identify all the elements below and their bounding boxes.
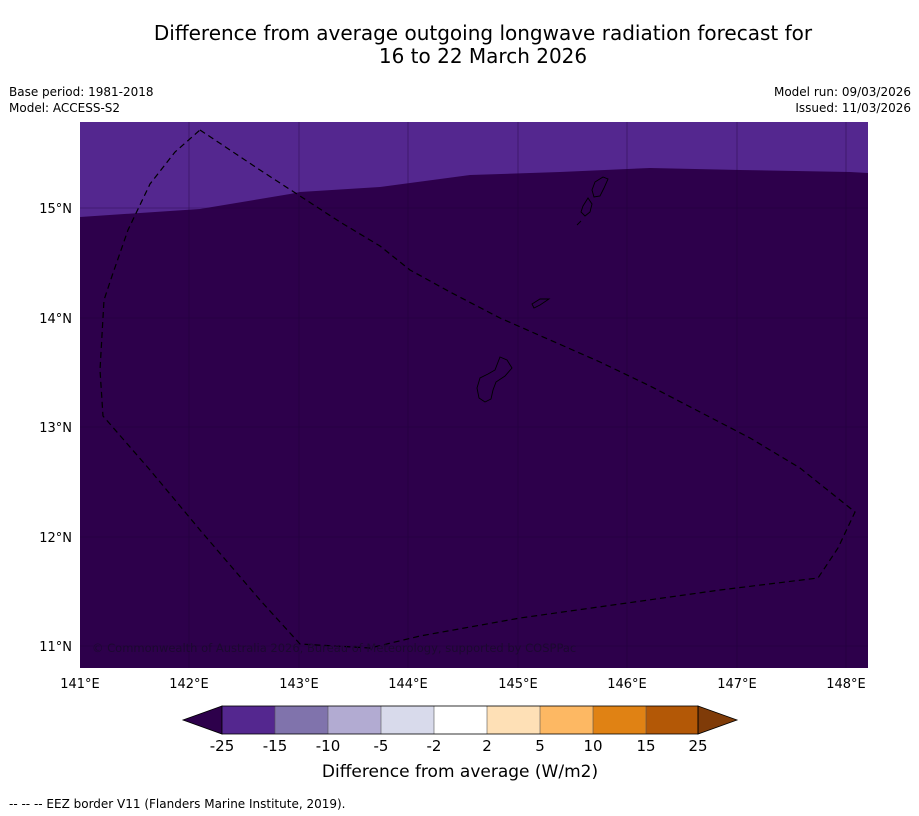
colorbar-tick: -5 (374, 737, 389, 755)
colorbar-tick: -2 (427, 737, 442, 755)
lat-label-11n: 11°N (39, 640, 72, 655)
colorbar-tick: 5 (535, 737, 545, 755)
colorbar-segment-2 (275, 706, 328, 734)
colorbar-tick: 25 (688, 737, 707, 755)
island-rota (531, 298, 551, 309)
colorbar-segment-6 (487, 706, 540, 734)
colorbar-label: Difference from average (W/m2) (321, 762, 599, 782)
model-run: Model run: 09/03/2026 (773, 85, 911, 99)
colorbar-tick: 15 (636, 737, 655, 755)
meta-right: Model run: 09/03/2026 Issued: 11/03/2026 (774, 84, 911, 116)
lon-label-141e: 141°E (60, 677, 100, 692)
colorbar-segment-1 (222, 706, 275, 734)
colorbar-segment-4 (381, 706, 434, 734)
colorbar-outline (221, 705, 699, 735)
colorbar-under-arrow (181, 705, 223, 735)
eez-border (99, 129, 856, 649)
lat-label-12n: 12°N (39, 531, 72, 546)
colorbar-tick: -15 (263, 737, 288, 755)
colorbar: -25 -15 -10 -5 -2 2 5 10 15 25 (181, 705, 739, 755)
lon-label-145e: 145°E (498, 677, 538, 692)
colorbar-segment-3 (328, 706, 381, 734)
lon-label-144e: 144°E (388, 677, 428, 692)
model-name: Model: ACCESS-S2 (9, 101, 121, 115)
lon-label-142e: 142°E (169, 677, 209, 692)
island-saipan (591, 176, 609, 198)
lon-label-146e: 146°E (607, 677, 647, 692)
lat-label-14n: 14°N (39, 312, 72, 327)
colorbar-segment-8 (593, 706, 646, 734)
island-tinian (580, 197, 593, 217)
map-title: Difference from average outgoing longwav… (60, 22, 906, 68)
anomaly-field-main (80, 122, 868, 668)
colorbar-tick: -10 (316, 737, 341, 755)
anomaly-field-north (80, 122, 868, 217)
island-aguijan (576, 220, 582, 226)
title-line-1: Difference from average outgoing longwav… (153, 21, 813, 45)
colorbar-segment-9 (646, 706, 698, 734)
islands (476, 176, 609, 403)
lon-label-148e: 148°E (826, 677, 866, 692)
base-period: Base period: 1981-2018 (9, 85, 154, 99)
colorbar-segment-5 (434, 706, 487, 734)
meta-left: Base period: 1981-2018 Model: ACCESS-S2 (9, 84, 154, 116)
colorbar-over-arrow (697, 705, 739, 735)
eez-legend-note: -- -- -- EEZ border V11 (Flanders Marine… (9, 797, 346, 811)
issued-date: Issued: 11/03/2026 (795, 101, 911, 115)
lat-label-15n: 15°N (39, 202, 72, 217)
title-line-2: 16 to 22 March 2026 (378, 44, 588, 68)
colorbar-dividers (274, 706, 647, 734)
colorbar-tick: -25 (210, 737, 235, 755)
lat-label-13n: 13°N (39, 421, 72, 436)
latitude-labels: 15°N 14°N 13°N 12°N 11°N (39, 202, 72, 655)
lon-label-143e: 143°E (279, 677, 319, 692)
colorbar-tick: 10 (583, 737, 602, 755)
longitude-labels: 141°E 142°E 143°E 144°E 145°E 146°E 147°… (60, 677, 866, 692)
colorbar-tick: 2 (482, 737, 492, 755)
island-guam (476, 356, 513, 403)
colorbar-segment-7 (540, 706, 593, 734)
map-panel: © Commonwealth of Australia 2026, Bureau… (80, 122, 868, 668)
graticule (80, 122, 868, 668)
colorbar-ticks: -25 -15 -10 -5 -2 2 5 10 15 25 (210, 737, 708, 755)
lon-label-147e: 147°E (717, 677, 757, 692)
copyright-text: © Commonwealth of Australia 2026, Bureau… (92, 641, 576, 655)
